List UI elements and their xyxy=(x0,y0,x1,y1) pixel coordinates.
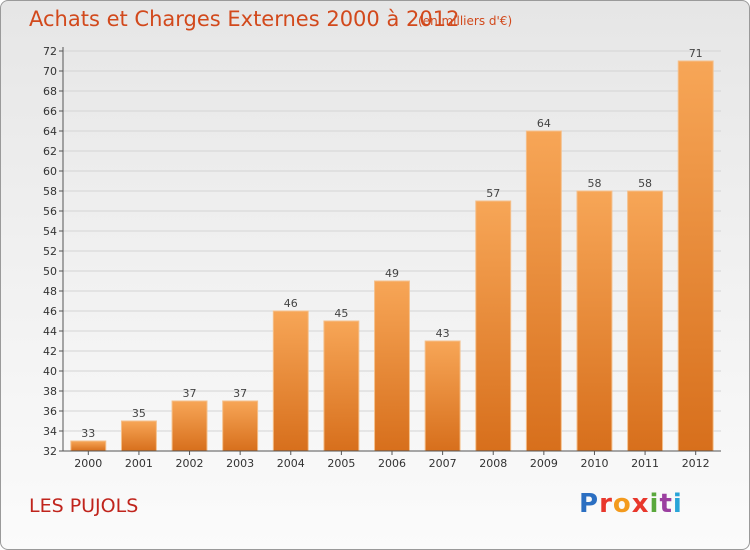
x-tick-label-2006: 2006 xyxy=(378,457,406,470)
value-label-2002: 37 xyxy=(183,387,197,400)
x-tick-label-2004: 2004 xyxy=(277,457,305,470)
y-tick-label-36: 36 xyxy=(43,405,57,418)
x-tick-label-2000: 2000 xyxy=(74,457,102,470)
x-tick-label-2003: 2003 xyxy=(226,457,254,470)
value-label-2007: 43 xyxy=(436,327,450,340)
chart-title: Achats et Charges Externes 2000 à 2012 xyxy=(29,7,460,31)
bar-2003 xyxy=(222,400,259,452)
bar-2007 xyxy=(424,340,461,452)
bar-2000 xyxy=(70,440,107,452)
x-tick-label-2009: 2009 xyxy=(530,457,558,470)
y-tick-label-56: 56 xyxy=(43,205,57,218)
x-tick-label-2008: 2008 xyxy=(479,457,507,470)
value-label-2012: 71 xyxy=(689,47,703,60)
value-label-2005: 45 xyxy=(334,307,348,320)
y-tick-label-34: 34 xyxy=(43,425,57,438)
y-tick-label-54: 54 xyxy=(43,225,57,238)
y-tick-label-48: 48 xyxy=(43,285,57,298)
value-label-2006: 49 xyxy=(385,267,399,280)
x-tick-label-2010: 2010 xyxy=(580,457,608,470)
y-tick-label-52: 52 xyxy=(43,245,57,258)
value-label-2008: 57 xyxy=(486,187,500,200)
proxiti-logo[interactable]: Proxiti xyxy=(579,489,683,519)
y-tick-label-44: 44 xyxy=(43,325,57,338)
y-tick-label-58: 58 xyxy=(43,185,57,198)
bar-2012 xyxy=(677,60,714,452)
chart-subtitle: (en milliers d'€) xyxy=(418,14,513,28)
x-tick-label-2002: 2002 xyxy=(176,457,204,470)
bar-2010 xyxy=(576,190,613,452)
bar-2002 xyxy=(171,400,208,452)
y-tick-label-70: 70 xyxy=(43,65,57,78)
bar-2006 xyxy=(374,280,410,452)
value-label-2004: 46 xyxy=(284,297,298,310)
value-label-2010: 58 xyxy=(587,177,601,190)
bar-2001 xyxy=(120,420,157,452)
y-tick-label-72: 72 xyxy=(43,45,57,58)
axes: 32 34 36 38 40 42 44 46 48 50 52 54 56 58 60 62 64 66 68 70… xyxy=(43,45,721,470)
y-tick-label-32: 32 xyxy=(43,445,57,458)
y-tick-label-64: 64 xyxy=(43,125,57,138)
bar-2011 xyxy=(627,190,664,452)
bar-2005 xyxy=(323,320,360,452)
bar-2004 xyxy=(272,310,309,452)
x-tick-label-2005: 2005 xyxy=(327,457,355,470)
y-tick-label-68: 68 xyxy=(43,85,57,98)
value-label-2001: 35 xyxy=(132,407,146,420)
y-tick-label-38: 38 xyxy=(43,385,57,398)
bars: 33 35 37 37 46 45 49 43 57 64 58 58 71 xyxy=(70,47,714,452)
y-tick-label-62: 62 xyxy=(43,145,57,158)
commune-name: LES PUJOLS xyxy=(29,495,139,517)
y-tick-label-42: 42 xyxy=(43,345,57,358)
value-label-2003: 37 xyxy=(233,387,247,400)
y-tick-label-60: 60 xyxy=(43,165,57,178)
y-tick-label-46: 46 xyxy=(43,305,57,318)
value-label-2000: 33 xyxy=(81,427,95,440)
bar-2008 xyxy=(475,200,512,452)
value-label-2009: 64 xyxy=(537,117,551,130)
x-tick-label-2007: 2007 xyxy=(429,457,457,470)
y-tick-label-66: 66 xyxy=(43,105,57,118)
y-tick-label-50: 50 xyxy=(43,265,57,278)
y-tick-label-40: 40 xyxy=(43,365,57,378)
x-tick-label-2001: 2001 xyxy=(125,457,153,470)
x-tick-label-2011: 2011 xyxy=(631,457,659,470)
bar-2009 xyxy=(525,130,562,452)
value-label-2011: 58 xyxy=(638,177,652,190)
x-tick-label-2012: 2012 xyxy=(682,457,710,470)
